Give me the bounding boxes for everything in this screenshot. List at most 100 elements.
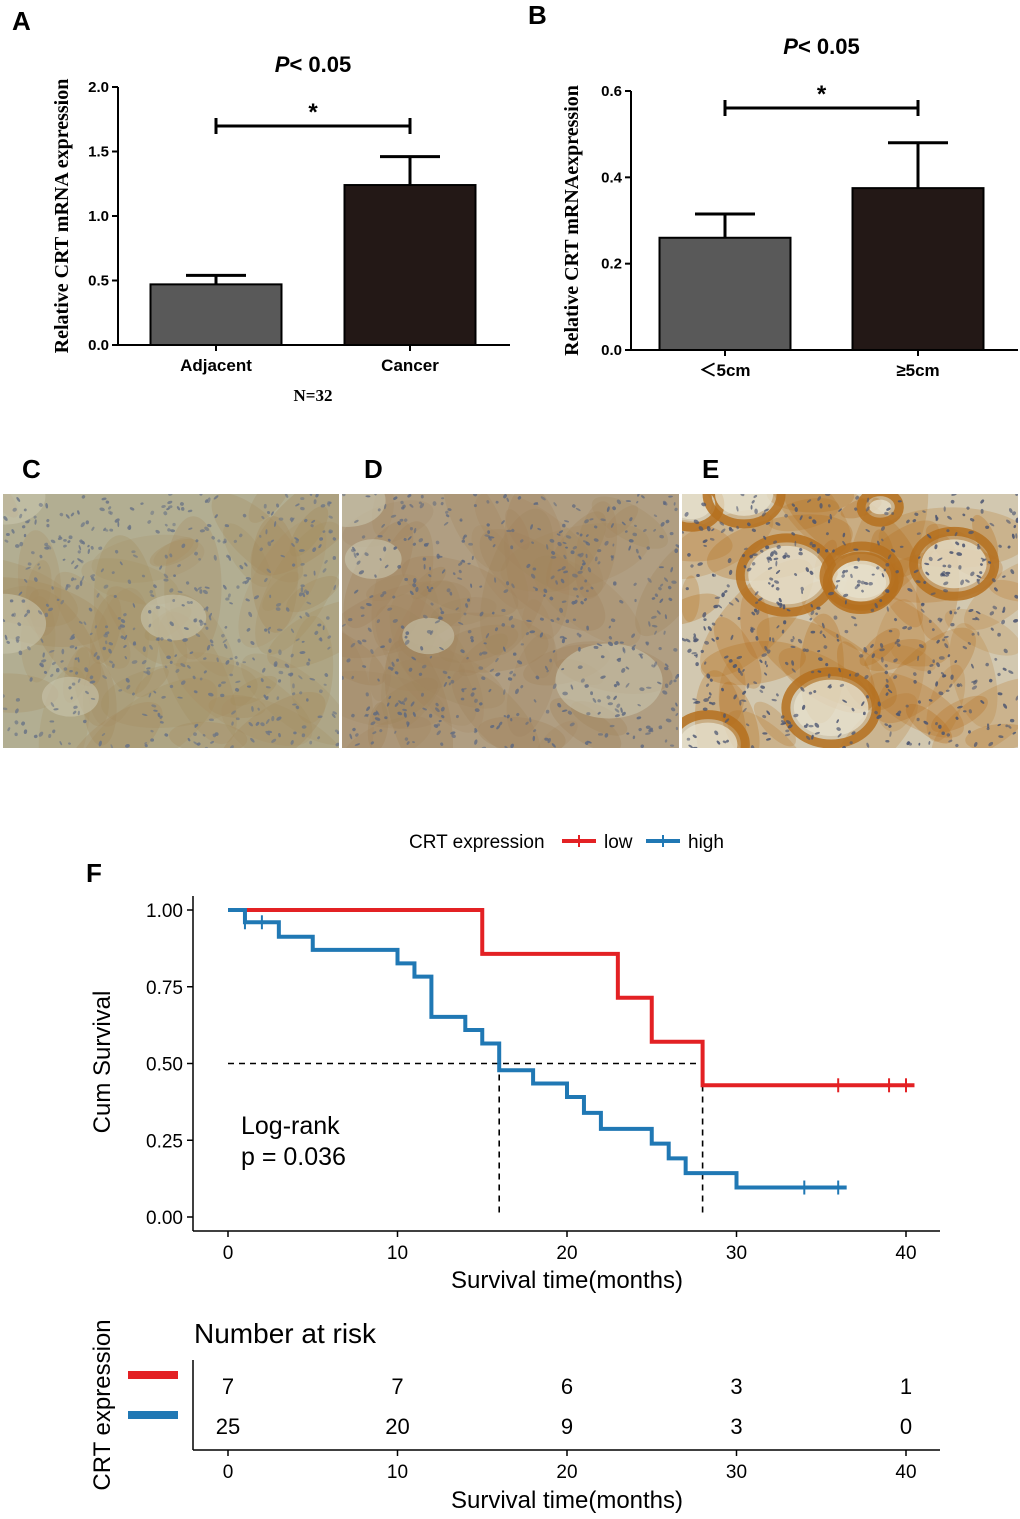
nucleus [698,526,704,531]
nucleus [775,587,780,591]
y-axis-label: Relative CRT mRNAexpression [561,85,583,356]
nucleus [222,639,228,643]
nucleus [263,503,267,509]
nucleus [89,632,93,636]
nucleus [855,495,860,500]
nucleus [751,500,755,504]
nucleus [174,654,178,658]
nucleus [457,577,463,580]
nucleus [176,506,181,511]
nucleus [306,698,309,702]
nucleus [239,564,244,570]
nucleus [928,699,933,702]
nucleus [860,580,865,585]
nucleus [561,668,565,671]
nucleus [1006,519,1011,524]
nucleus [1015,533,1018,539]
nucleus [711,528,715,532]
nucleus [12,507,17,512]
nucleus [361,535,366,539]
micrograph-c [3,494,339,748]
nucleus [902,626,908,630]
nucleus [851,731,856,735]
nucleus [488,536,495,539]
legend-label: low [604,832,633,853]
nucleus [673,648,678,652]
nucleus [245,577,252,580]
nucleus [954,660,958,663]
nucleus [468,542,473,546]
nucleus [533,729,537,733]
nucleus [773,540,778,544]
nucleus [411,656,417,661]
nucleus [377,534,383,538]
nucleus [104,631,110,635]
nucleus [881,538,884,542]
nucleus [248,722,253,727]
y-axis-label: Relative CRT mRNA expression [51,79,73,354]
y-tick-label: 0.50 [146,1055,183,1076]
nucleus [151,704,157,708]
nucleus [159,721,164,724]
nucleus [1001,619,1006,625]
nucleus [879,648,885,652]
nucleus [21,721,25,726]
nucleus [1002,703,1008,709]
nucleus [948,739,953,743]
nucleus [98,546,103,551]
nucleus [706,683,710,687]
nucleus [658,586,662,591]
nucleus [876,566,880,570]
stroma-fiber [500,523,650,593]
nucleus [355,733,359,737]
stroma-fiber [471,525,529,610]
nucleus [884,670,889,675]
nucleus [646,686,652,689]
nucleus [608,636,613,640]
nucleus [858,654,864,658]
nucleus [164,554,168,559]
nucleus [704,640,709,645]
nucleus [87,548,91,555]
nucleus [881,573,885,578]
nucleus [119,561,123,566]
nucleus [842,540,846,546]
nucleus [799,547,803,552]
nucleus [448,682,451,686]
nucleus [354,519,359,523]
nucleus [379,557,382,561]
nucleus [39,663,44,668]
nucleus [825,532,829,536]
nucleus [436,730,441,736]
nucleus [111,571,115,575]
nucleus [942,564,947,568]
nucleus [664,739,668,743]
nucleus [437,555,443,558]
stroma-fiber [262,571,300,611]
nucleus [956,552,963,556]
stroma-fiber [401,555,519,618]
nucleus [864,675,869,680]
nucleus [721,687,724,692]
nucleus [935,681,939,687]
nucleus [728,602,734,606]
nucleus [1011,533,1015,539]
nucleus [854,585,859,590]
nucleus [635,548,639,554]
nucleus [585,553,588,559]
nucleus [558,530,564,534]
nucleus [494,577,497,583]
nucleus [616,681,620,686]
nucleus [210,740,215,744]
nucleus [580,565,583,571]
nucleus [529,717,532,723]
nucleus [72,578,77,581]
nucleus [586,625,589,631]
nucleus [976,545,981,550]
nucleus [117,521,120,528]
stroma-fiber [289,615,334,724]
nucleus [805,567,810,573]
nucleus [268,649,272,653]
nucleus [103,527,107,532]
nucleus [755,601,759,604]
